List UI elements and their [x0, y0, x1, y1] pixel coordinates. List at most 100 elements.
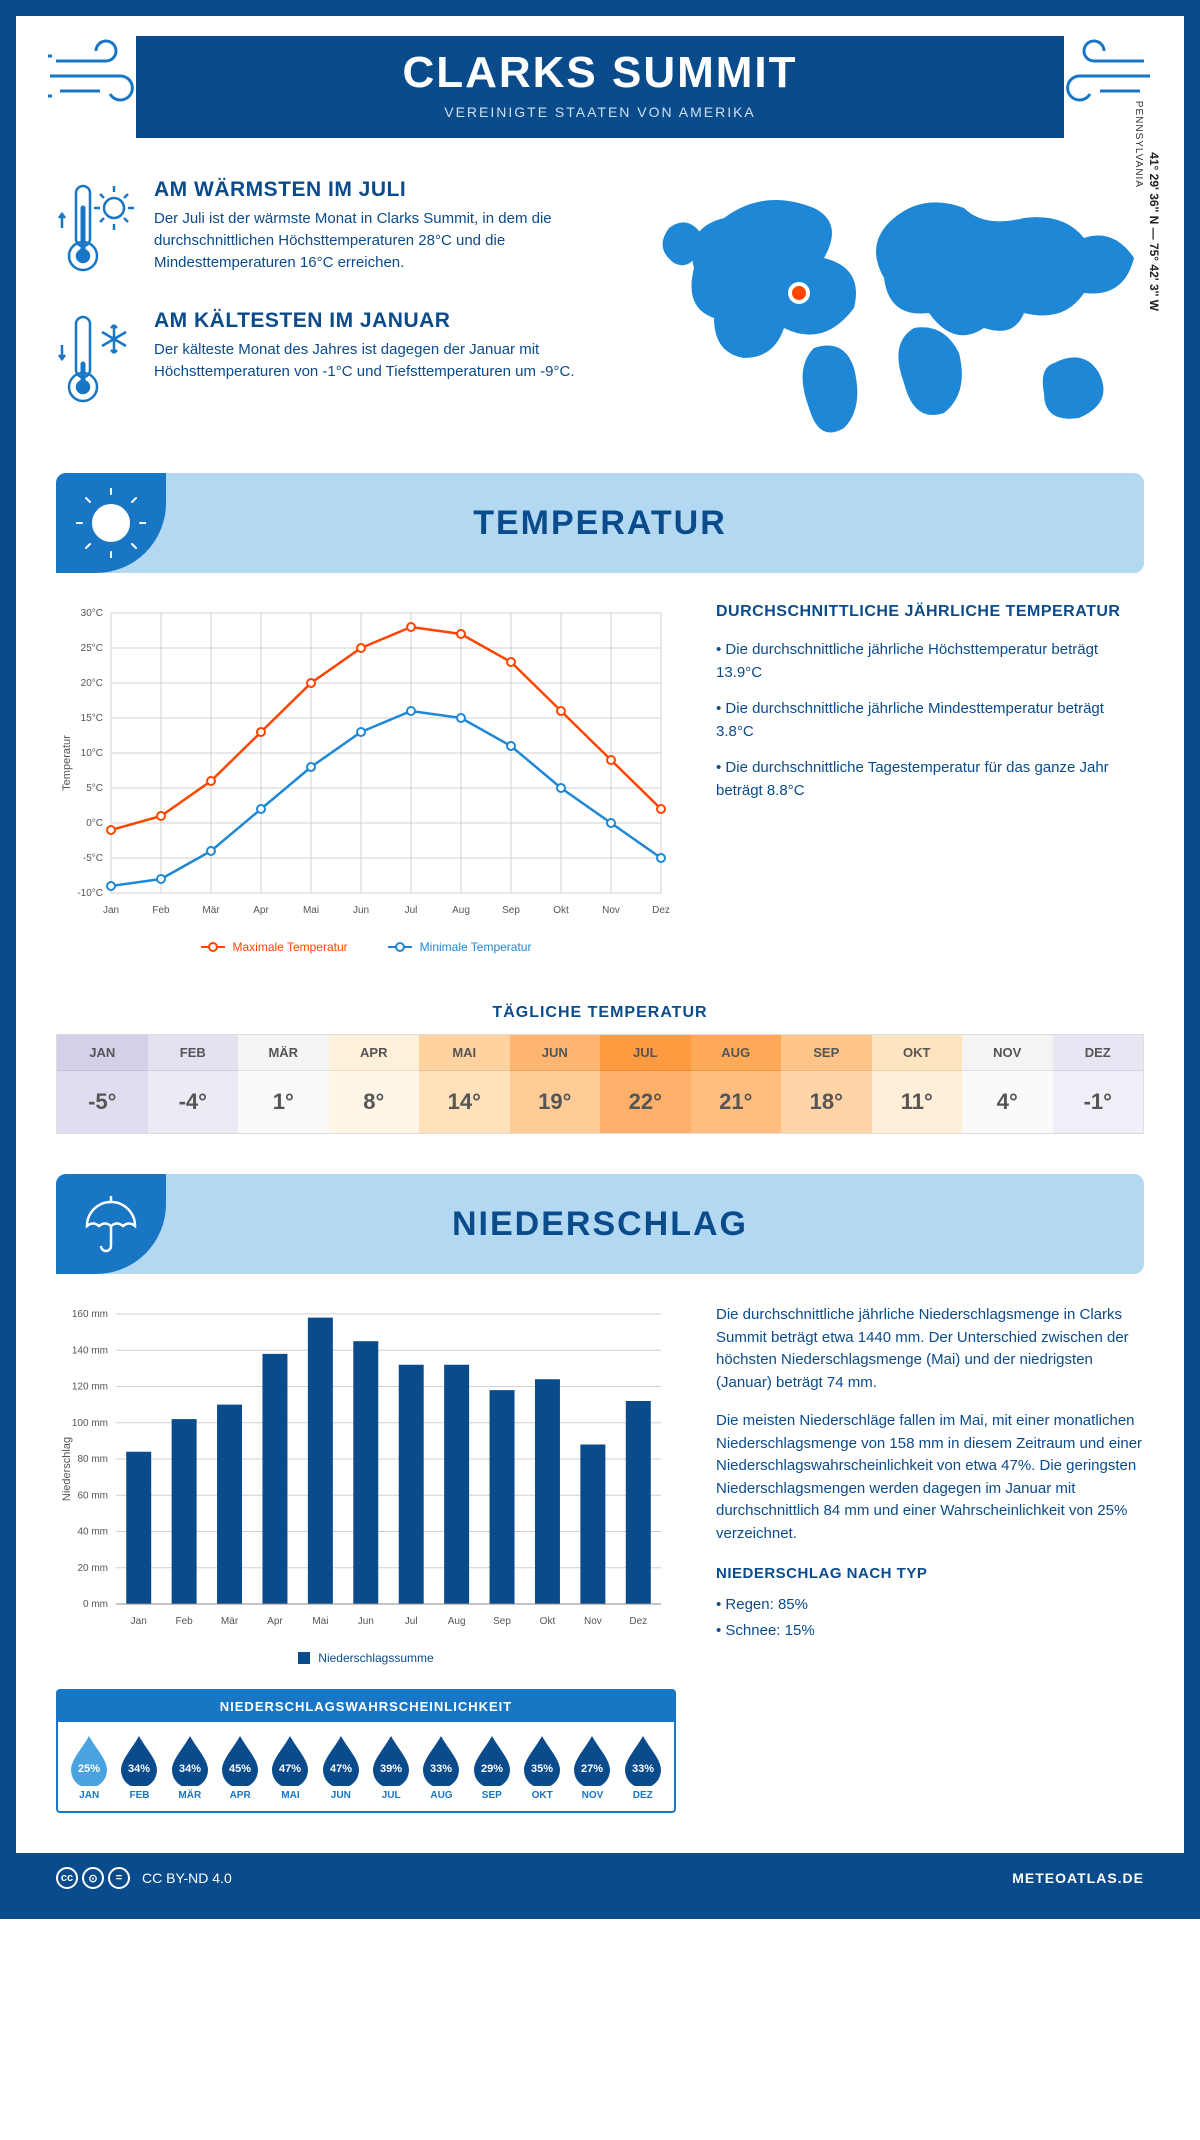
svg-text:40 mm: 40 mm [77, 1527, 108, 1538]
prob-month-label: NOV [569, 1790, 615, 1801]
temperature-chart: -10°C-5°C0°C5°C10°C15°C20°C25°C30°CJanFe… [56, 603, 676, 954]
month-value: -1° [1053, 1071, 1144, 1133]
temperature-heading: TEMPERATUR [473, 504, 727, 543]
svg-text:47%: 47% [279, 1763, 301, 1775]
svg-text:33%: 33% [632, 1763, 654, 1775]
precipitation-summary: Die durchschnittliche jährliche Niedersc… [716, 1304, 1144, 1813]
by-icon: ⊙ [82, 1867, 104, 1889]
prob-cell: 34%FEB [116, 1734, 162, 1801]
month-value: 22° [600, 1071, 691, 1133]
svg-text:47%: 47% [330, 1763, 352, 1775]
raindrop-icon: 45% [218, 1734, 262, 1786]
month-cell: DEZ-1° [1053, 1035, 1144, 1133]
prob-cell: 39% JUL [368, 1734, 414, 1801]
svg-text:Sep: Sep [502, 905, 520, 916]
month-cell: AUG21° [691, 1035, 782, 1133]
legend-max: Maximale Temperatur [233, 940, 348, 954]
raindrop-icon: 34% [117, 1734, 161, 1786]
month-header: OKT [872, 1035, 963, 1071]
precipitation-heading: NIEDERSCHLAG [452, 1205, 748, 1244]
thermometer-cold-icon [56, 309, 136, 414]
prob-month-label: MAI [267, 1790, 313, 1801]
svg-text:Okt: Okt [553, 905, 569, 916]
prob-month-label: AUG [418, 1790, 464, 1801]
coldest-block: AM KÄLTESTEN IM JANUAR Der kälteste Mona… [56, 309, 614, 414]
svg-text:0°C: 0°C [86, 818, 103, 829]
site-name: METEOATLAS.DE [1012, 1870, 1144, 1886]
avg-temp-b3: • Die durchschnittliche Tagestemperatur … [716, 757, 1144, 802]
month-value: 18° [781, 1071, 872, 1133]
raindrop-icon: 33% [621, 1734, 665, 1786]
month-value: 21° [691, 1071, 782, 1133]
month-header: JUN [510, 1035, 601, 1071]
daily-temp-heading: TÄGLICHE TEMPERATUR [16, 1004, 1184, 1022]
svg-text:20 mm: 20 mm [77, 1563, 108, 1574]
prob-cell: 35% OKT [519, 1734, 565, 1801]
precipitation-chart: 0 mm20 mm40 mm60 mm80 mm100 mm120 mm140 … [56, 1304, 676, 1634]
infographic-container: CLARKS SUMMIT VEREINIGTE STAATEN VON AME… [0, 0, 1200, 1919]
prob-month-label: APR [217, 1790, 263, 1801]
svg-text:Jan: Jan [103, 905, 119, 916]
month-value: 14° [419, 1071, 510, 1133]
legend-min: Minimale Temperatur [420, 940, 532, 954]
svg-text:Jan: Jan [131, 1616, 147, 1627]
svg-text:Mai: Mai [312, 1616, 328, 1627]
svg-text:120 mm: 120 mm [72, 1382, 108, 1393]
month-header: MAI [419, 1035, 510, 1071]
svg-text:Okt: Okt [540, 1616, 556, 1627]
avg-temp-b2: • Die durchschnittliche jährliche Mindes… [716, 698, 1144, 743]
svg-text:Jun: Jun [358, 1616, 374, 1627]
svg-text:Apr: Apr [253, 905, 269, 916]
svg-text:15°C: 15°C [81, 713, 103, 724]
month-cell: JAN-5° [57, 1035, 148, 1133]
month-cell: JUN19° [510, 1035, 601, 1133]
page-subtitle: VEREINIGTE STAATEN VON AMERIKA [136, 104, 1064, 120]
svg-text:Dez: Dez [629, 1616, 647, 1627]
prob-month-label: SEP [469, 1790, 515, 1801]
svg-text:0 mm: 0 mm [83, 1599, 108, 1610]
precipitation-probability-box: NIEDERSCHLAGSWAHRSCHEINLICHKEIT 25%JAN34… [56, 1689, 676, 1813]
svg-text:34%: 34% [128, 1763, 150, 1775]
prob-month-label: DEZ [620, 1790, 666, 1801]
precipitation-section-header: NIEDERSCHLAG [56, 1174, 1144, 1274]
thermometer-hot-icon [56, 178, 136, 283]
month-cell: MAI14° [419, 1035, 510, 1133]
svg-text:Jun: Jun [353, 905, 369, 916]
sun-icon [56, 473, 166, 573]
svg-text:Mär: Mär [202, 905, 220, 916]
month-cell: OKT11° [872, 1035, 963, 1133]
svg-text:29%: 29% [481, 1763, 503, 1775]
svg-text:20°C: 20°C [81, 678, 103, 689]
svg-text:35%: 35% [531, 1763, 553, 1775]
daily-temperature-strip: JAN-5°FEB-4°MÄR1°APR8°MAI14°JUN19°JUL22°… [56, 1034, 1144, 1134]
coordinates: 41° 29' 36'' N — 75° 42' 3'' W [1147, 152, 1161, 311]
svg-text:34%: 34% [179, 1763, 201, 1775]
svg-text:Nov: Nov [602, 905, 620, 916]
precip-type-heading: NIEDERSCHLAG NACH TYP [716, 1563, 1144, 1586]
prob-month-label: OKT [519, 1790, 565, 1801]
month-header: FEB [148, 1035, 239, 1071]
svg-text:Dez: Dez [652, 905, 670, 916]
month-header: DEZ [1053, 1035, 1144, 1071]
month-cell: JUL22° [600, 1035, 691, 1133]
cc-icon: cc [56, 1867, 78, 1889]
svg-text:39%: 39% [380, 1763, 402, 1775]
svg-text:-10°C: -10°C [77, 888, 103, 899]
svg-text:Mai: Mai [303, 905, 319, 916]
temperature-legend: Maximale Temperatur Minimale Temperatur [56, 940, 676, 954]
month-header: APR [329, 1035, 420, 1071]
state-label: PENNSYLVANIA [1133, 101, 1144, 188]
raindrop-icon: 47% [319, 1734, 363, 1786]
raindrop-icon: 34% [168, 1734, 212, 1786]
raindrop-icon: 27% [570, 1734, 614, 1786]
raindrop-icon: 25% [67, 1734, 111, 1786]
prob-cell: 47%JUN [318, 1734, 364, 1801]
precip-p2: Die meisten Niederschläge fallen im Mai,… [716, 1410, 1144, 1545]
svg-text:Mär: Mär [221, 1616, 239, 1627]
prob-month-label: JUL [368, 1790, 414, 1801]
svg-text:60 mm: 60 mm [77, 1490, 108, 1501]
prob-cell: 25%JAN [66, 1734, 112, 1801]
coldest-text: Der kälteste Monat des Jahres ist dagege… [154, 339, 614, 383]
temperature-content: -10°C-5°C0°C5°C10°C15°C20°C25°C30°CJanFe… [16, 603, 1184, 984]
map-svg [644, 178, 1144, 438]
